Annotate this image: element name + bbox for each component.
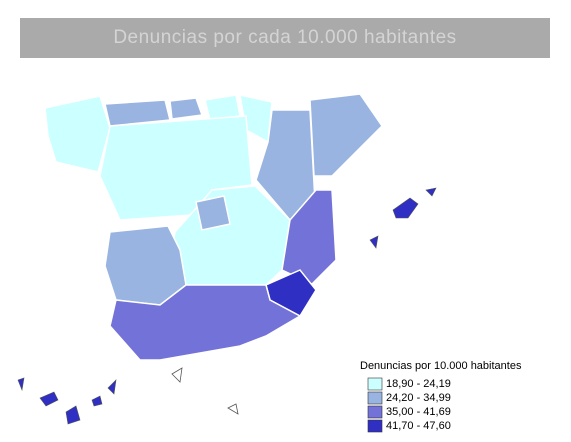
melilla bbox=[227, 403, 239, 415]
legend: 18,90 - 24,19 24,20 - 34,99 35,00 - 41,69 4… bbox=[367, 377, 451, 433]
legend-label: 24,20 - 34,99 bbox=[386, 392, 451, 404]
region bbox=[104, 225, 187, 306]
island bbox=[65, 405, 81, 425]
island bbox=[369, 235, 379, 249]
island bbox=[425, 187, 437, 197]
island bbox=[91, 395, 103, 407]
island bbox=[392, 197, 419, 219]
legend-swatch bbox=[367, 391, 383, 405]
region bbox=[44, 95, 111, 173]
legend-title: Denuncias por 10.000 habitantes bbox=[360, 360, 522, 372]
regions bbox=[17, 93, 437, 425]
region bbox=[169, 97, 204, 120]
region bbox=[195, 195, 231, 231]
legend-label: 18,90 - 24,19 bbox=[386, 378, 451, 390]
region bbox=[104, 99, 171, 127]
island bbox=[107, 379, 117, 395]
title-bar: Denuncias por cada 10.000 habitantes bbox=[20, 18, 550, 58]
legend-label: 41,70 - 47,60 bbox=[386, 420, 451, 432]
region bbox=[281, 189, 337, 285]
legend-swatch bbox=[367, 405, 383, 419]
island bbox=[17, 377, 25, 392]
legend-swatch bbox=[367, 419, 383, 433]
ceuta bbox=[171, 367, 183, 383]
legend-label: 35,00 - 41,69 bbox=[386, 406, 451, 418]
legend-swatch bbox=[367, 377, 383, 391]
region bbox=[109, 284, 302, 361]
island bbox=[39, 391, 59, 407]
region bbox=[309, 93, 383, 177]
